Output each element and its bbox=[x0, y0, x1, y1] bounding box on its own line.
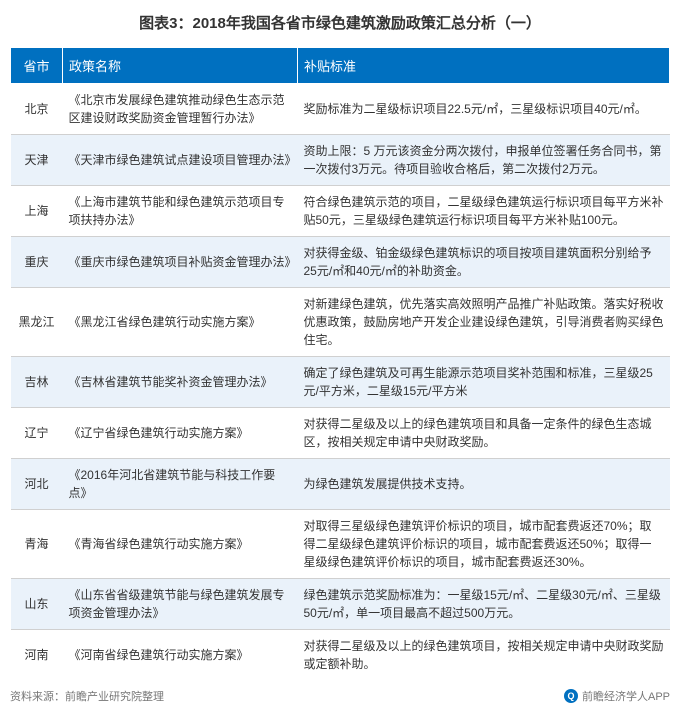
cell-province: 河北 bbox=[11, 459, 63, 510]
cell-policy: 《青海省绿色建筑行动实施方案》 bbox=[63, 510, 298, 579]
table-row: 天津《天津市绿色建筑试点建设项目管理办法》资助上限：5 万元该资金分两次拨付，申… bbox=[11, 135, 670, 186]
cell-standard: 为绿色建筑发展提供技术支持。 bbox=[298, 459, 670, 510]
cell-province: 辽宁 bbox=[11, 408, 63, 459]
table-row: 黑龙江《黑龙江省绿色建筑行动实施方案》对新建绿色建筑，优先落实高效照明产品推广补… bbox=[11, 288, 670, 357]
cell-province: 重庆 bbox=[11, 237, 63, 288]
cell-province: 河南 bbox=[11, 630, 63, 681]
cell-policy: 《天津市绿色建筑试点建设项目管理办法》 bbox=[63, 135, 298, 186]
footer-brand: Q 前瞻经济学人APP bbox=[564, 688, 670, 704]
col-header-province: 省市 bbox=[11, 48, 63, 84]
table-row: 青海《青海省绿色建筑行动实施方案》对取得三星级绿色建筑评价标识的项目，城市配套费… bbox=[11, 510, 670, 579]
cell-standard: 对获得二星级及以上的绿色建筑项目和具备一定条件的绿色生态城区，按相关规定申请中央… bbox=[298, 408, 670, 459]
cell-policy: 《北京市发展绿色建筑推动绿色生态示范区建设财政奖励资金管理暂行办法》 bbox=[63, 84, 298, 135]
cell-province: 山东 bbox=[11, 579, 63, 630]
cell-standard: 对取得三星级绿色建筑评价标识的项目，城市配套费返还70%；取得二星级绿色建筑评价… bbox=[298, 510, 670, 579]
table-row: 河北《2016年河北省建筑节能与科技工作要点》为绿色建筑发展提供技术支持。 bbox=[11, 459, 670, 510]
table-body: 北京《北京市发展绿色建筑推动绿色生态示范区建设财政奖励资金管理暂行办法》奖励标准… bbox=[11, 84, 670, 681]
cell-province: 黑龙江 bbox=[11, 288, 63, 357]
cell-province: 天津 bbox=[11, 135, 63, 186]
policy-table: 省市 政策名称 补贴标准 北京《北京市发展绿色建筑推动绿色生态示范区建设财政奖励… bbox=[10, 47, 670, 680]
cell-province: 青海 bbox=[11, 510, 63, 579]
cell-policy: 《辽宁省绿色建筑行动实施方案》 bbox=[63, 408, 298, 459]
cell-province: 上海 bbox=[11, 186, 63, 237]
cell-standard: 奖励标准为二星级标识项目22.5元/㎡，三星级标识项目40元/㎡。 bbox=[298, 84, 670, 135]
table-row: 重庆《重庆市绿色建筑项目补贴资金管理办法》对获得金级、铂金级绿色建筑标识的项目按… bbox=[11, 237, 670, 288]
cell-province: 吉林 bbox=[11, 357, 63, 408]
cell-standard: 确定了绿色建筑及可再生能源示范项目奖补范围和标准，三星级25元/平方米，二星级1… bbox=[298, 357, 670, 408]
cell-standard: 资助上限：5 万元该资金分两次拨付，申报单位签署任务合同书，第一次拨付3万元。待… bbox=[298, 135, 670, 186]
table-row: 吉林《吉林省建筑节能奖补资金管理办法》确定了绿色建筑及可再生能源示范项目奖补范围… bbox=[11, 357, 670, 408]
cell-policy: 《上海市建筑节能和绿色建筑示范项目专项扶持办法》 bbox=[63, 186, 298, 237]
footer: 资料来源：前瞻产业研究院整理 Q 前瞻经济学人APP bbox=[10, 688, 670, 704]
footer-brand-text: 前瞻经济学人APP bbox=[582, 688, 670, 704]
cell-policy: 《山东省省级建筑节能与绿色建筑发展专项资金管理办法》 bbox=[63, 579, 298, 630]
cell-standard: 符合绿色建筑示范的项目，二星级绿色建筑运行标识项目每平方米补贴50元，三星级绿色… bbox=[298, 186, 670, 237]
col-header-standard: 补贴标准 bbox=[298, 48, 670, 84]
brand-logo-icon: Q bbox=[564, 689, 578, 703]
cell-policy: 《黑龙江省绿色建筑行动实施方案》 bbox=[63, 288, 298, 357]
cell-policy: 《河南省绿色建筑行动实施方案》 bbox=[63, 630, 298, 681]
table-header-row: 省市 政策名称 补贴标准 bbox=[11, 48, 670, 84]
table-row: 山东《山东省省级建筑节能与绿色建筑发展专项资金管理办法》绿色建筑示范奖励标准为：… bbox=[11, 579, 670, 630]
cell-standard: 绿色建筑示范奖励标准为：一星级15元/㎡、二星级30元/㎡、三星级50元/㎡，单… bbox=[298, 579, 670, 630]
cell-standard: 对获得金级、铂金级绿色建筑标识的项目按项目建筑面积分别给予25元/㎡和40元/㎡… bbox=[298, 237, 670, 288]
cell-policy: 《重庆市绿色建筑项目补贴资金管理办法》 bbox=[63, 237, 298, 288]
table-row: 河南《河南省绿色建筑行动实施方案》对获得二星级及以上的绿色建筑项目，按相关规定申… bbox=[11, 630, 670, 681]
cell-policy: 《2016年河北省建筑节能与科技工作要点》 bbox=[63, 459, 298, 510]
cell-standard: 对新建绿色建筑，优先落实高效照明产品推广补贴政策。落实好税收优惠政策，鼓励房地产… bbox=[298, 288, 670, 357]
col-header-policy: 政策名称 bbox=[63, 48, 298, 84]
cell-standard: 对获得二星级及以上的绿色建筑项目，按相关规定申请中央财政奖励或定额补助。 bbox=[298, 630, 670, 681]
cell-policy: 《吉林省建筑节能奖补资金管理办法》 bbox=[63, 357, 298, 408]
chart-title: 图表3：2018年我国各省市绿色建筑激励政策汇总分析（一） bbox=[10, 12, 670, 33]
cell-province: 北京 bbox=[11, 84, 63, 135]
table-row: 北京《北京市发展绿色建筑推动绿色生态示范区建设财政奖励资金管理暂行办法》奖励标准… bbox=[11, 84, 670, 135]
table-row: 辽宁《辽宁省绿色建筑行动实施方案》对获得二星级及以上的绿色建筑项目和具备一定条件… bbox=[11, 408, 670, 459]
footer-source: 资料来源：前瞻产业研究院整理 bbox=[10, 688, 164, 704]
table-row: 上海《上海市建筑节能和绿色建筑示范项目专项扶持办法》符合绿色建筑示范的项目，二星… bbox=[11, 186, 670, 237]
